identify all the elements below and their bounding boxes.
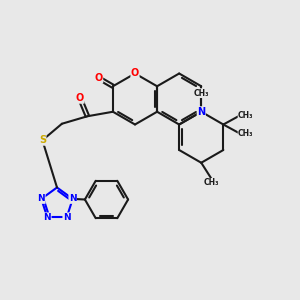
Text: O: O [131,68,139,79]
Text: N: N [63,213,70,222]
Text: O: O [76,93,84,103]
Text: N: N [69,194,76,203]
Text: N: N [44,213,51,222]
Text: S: S [39,135,46,145]
Text: CH₃: CH₃ [194,89,209,98]
Text: N: N [197,107,205,117]
Text: O: O [94,73,103,83]
Text: N: N [38,194,45,203]
Text: CH₃: CH₃ [204,178,220,188]
Text: CH₃: CH₃ [238,129,254,138]
Text: CH₃: CH₃ [238,111,254,120]
